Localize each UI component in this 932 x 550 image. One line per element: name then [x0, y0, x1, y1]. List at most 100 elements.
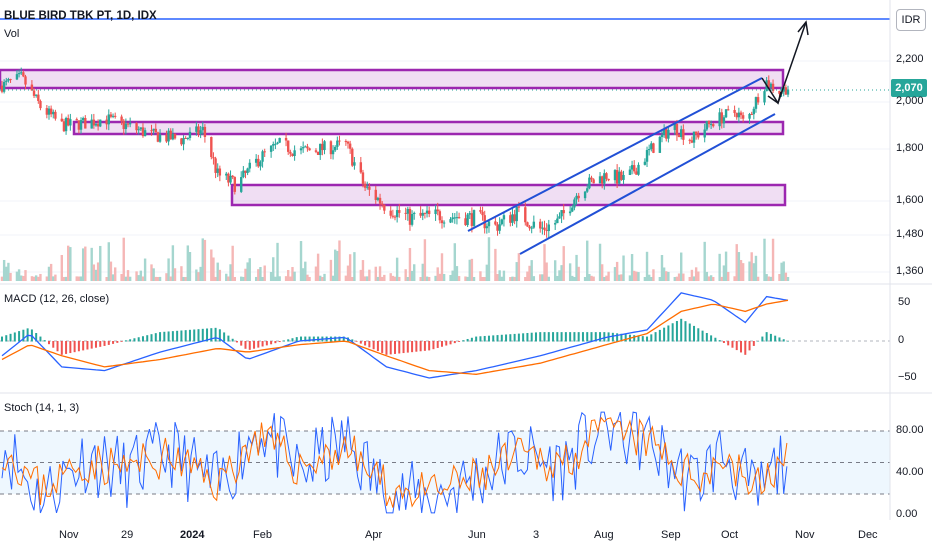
arrow-head-down: [767, 91, 782, 105]
candle-body: [361, 172, 365, 184]
volume-bar: [709, 275, 713, 281]
candle-body: [391, 215, 395, 217]
time-tick: Nov: [795, 529, 815, 541]
macd-histogram-bar: [475, 336, 478, 342]
candle-body: [718, 112, 721, 127]
candle-body: [575, 195, 578, 200]
candle-body: [423, 212, 427, 214]
stoch-tick: 40.00: [896, 466, 924, 478]
macd-histogram-bar: [9, 333, 12, 342]
candle-body: [607, 178, 610, 181]
candle-body: [306, 146, 309, 149]
volume-bar: [494, 248, 497, 281]
macd-histogram-bar: [137, 337, 140, 342]
macd-histogram-bar: [586, 332, 589, 342]
volume-bar: [468, 259, 471, 281]
panel-dividers[interactable]: [0, 0, 932, 520]
macd-histogram-bar: [611, 332, 614, 342]
candle-body: [726, 109, 730, 111]
macd-panel: [0, 292, 890, 379]
macd-histogram-bar: [667, 325, 670, 342]
volume-bar: [583, 276, 587, 281]
candle-body: [590, 177, 593, 180]
candle-body: [741, 115, 745, 119]
currency-badge[interactable]: IDR: [896, 9, 926, 31]
volume-bar: [383, 274, 386, 281]
volume-bar: [571, 275, 574, 281]
volume-bar: [449, 274, 452, 281]
candle-body: [633, 165, 636, 172]
volume-bar: [141, 276, 145, 281]
volume-bar: [96, 262, 100, 281]
macd-histogram-bar: [312, 336, 315, 342]
candle-body: [786, 89, 790, 95]
candle-body: [383, 204, 386, 211]
stoch-tick: 80.00: [896, 424, 924, 436]
candle-body: [289, 151, 292, 154]
volume-bar: [763, 238, 766, 281]
macd-histogram-bar: [133, 338, 136, 342]
candle-body: [376, 197, 380, 200]
candle-body: [135, 123, 138, 131]
volume-bar: [272, 257, 275, 281]
candle-body: [494, 221, 497, 225]
volume-bar: [259, 267, 262, 281]
candle-body: [2, 81, 6, 92]
macd-histogram-bar: [52, 341, 55, 348]
volume-bar: [263, 265, 266, 281]
candle-body: [319, 143, 322, 155]
volume-bar: [338, 240, 341, 281]
price-tick: 1,600: [896, 194, 924, 206]
candle-body: [500, 219, 503, 225]
volume-bar: [457, 276, 461, 281]
macd-histogram-bar: [428, 341, 431, 351]
macd-histogram-bar: [167, 331, 170, 342]
candle-body: [299, 148, 303, 151]
macd-histogram-bar: [658, 329, 661, 342]
candle-body: [722, 117, 726, 124]
candle-body: [167, 130, 170, 142]
volume-bar: [466, 276, 469, 281]
candle-body: [366, 186, 369, 188]
candle-body: [37, 94, 40, 101]
macd-histogram-bar: [594, 332, 597, 342]
volume-bar: [69, 247, 72, 281]
candle-body: [90, 119, 93, 129]
volume-bar: [389, 273, 392, 281]
macd-histogram-bar: [261, 341, 264, 347]
candle-body: [438, 211, 442, 221]
support-resistance-zones: [0, 68, 787, 207]
volume-bar: [647, 274, 651, 281]
macd-histogram-bar: [22, 329, 25, 342]
candle-body: [690, 140, 694, 143]
candle-body: [120, 116, 123, 121]
candle-body: [750, 113, 753, 115]
volume-bar: [748, 261, 751, 281]
volume-bar: [423, 239, 427, 281]
macd-histogram-bar: [398, 341, 401, 354]
volume-bar: [618, 274, 621, 281]
candle-body: [479, 210, 482, 212]
candle-body: [784, 87, 788, 95]
macd-histogram-bar: [188, 329, 191, 342]
candle-body: [509, 215, 512, 223]
volume-bar: [359, 269, 363, 281]
volume-bar: [427, 276, 431, 281]
macd-histogram-bar: [257, 341, 260, 348]
candle-body: [615, 170, 619, 184]
macd-histogram-bar: [65, 341, 68, 354]
volume-bar: [84, 246, 87, 281]
macd-histogram-bar: [787, 341, 789, 342]
candle-body: [0, 85, 4, 92]
volume-bar: [607, 271, 610, 281]
macd-histogram-bar: [641, 336, 644, 342]
candle-body: [126, 123, 130, 125]
time-tick: 2024: [180, 529, 205, 541]
candle-body: [180, 138, 183, 145]
volume-bar: [438, 273, 442, 281]
volume-bar: [201, 238, 204, 281]
candle-body: [231, 175, 234, 178]
macd-histogram-bar: [231, 338, 234, 342]
candle-body: [150, 130, 153, 132]
